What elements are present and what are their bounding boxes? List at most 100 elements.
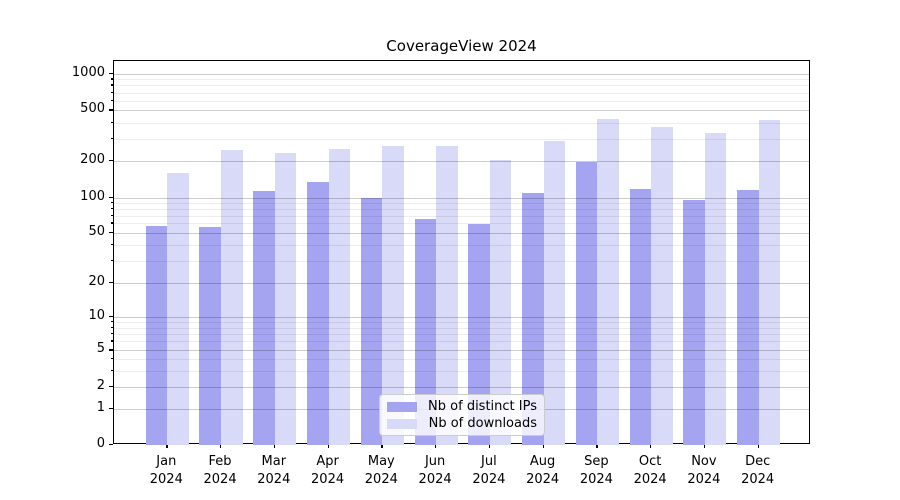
x-tick-label-apr: Apr 2024 <box>296 453 360 488</box>
bar-downloads-mar <box>274 153 297 445</box>
x-tick-month: Apr <box>316 454 339 469</box>
gridline-minor-3 <box>114 370 809 372</box>
legend-item-downloads: Nb of downloads <box>387 416 537 431</box>
plot-area <box>113 60 810 445</box>
x-tick-month: Feb <box>208 454 232 469</box>
y-tick-mark-1000 <box>109 72 113 74</box>
gridline-minor-70 <box>114 215 809 217</box>
y-tick-mark-5 <box>109 349 113 351</box>
legend-swatch-distinct-ips <box>387 401 417 412</box>
x-tick-month: Mar <box>261 454 287 469</box>
legend-swatch-downloads <box>387 418 417 429</box>
x-tick-mark-dec <box>757 444 759 448</box>
y-minor-tick-mark-80 <box>111 207 113 210</box>
bar-downloads-apr <box>328 148 351 445</box>
bar-distinct-ips-mar <box>253 191 275 445</box>
x-tick-mark-jun <box>435 444 437 448</box>
x-tick-year: 2024 <box>257 471 291 487</box>
y-minor-tick-mark-6 <box>111 340 113 342</box>
x-tick-month: May <box>367 454 395 469</box>
y-minor-tick-mark-30 <box>111 259 113 261</box>
x-tick-month: Jul <box>481 454 497 469</box>
y-tick-label-500: 500 <box>80 101 105 117</box>
y-tick-mark-0 <box>109 444 113 446</box>
y-minor-tick-mark-70 <box>111 214 113 216</box>
x-tick-mark-aug <box>542 444 544 448</box>
bar-distinct-ips-jan <box>145 226 168 445</box>
x-tick-year: 2024 <box>418 471 452 487</box>
bar-downloads-aug <box>543 140 566 445</box>
y-minor-tick-mark-300 <box>111 137 113 139</box>
gridline-minor-8 <box>114 327 809 329</box>
y-tick-mark-500 <box>109 109 113 111</box>
gridline-major-1000 <box>114 73 809 75</box>
bar-downloads-jan <box>167 172 189 445</box>
y-minor-tick-mark-9 <box>111 320 113 323</box>
x-tick-label-jun: Jun 2024 <box>403 453 467 488</box>
bar-distinct-ips-feb <box>199 226 222 445</box>
legend: Nb of distinct IPs Nb of downloads <box>379 394 545 436</box>
x-tick-mark-mar <box>273 444 276 448</box>
bar-downloads-dec <box>758 120 781 445</box>
gridline-minor-600 <box>114 100 809 102</box>
bar-distinct-ips-sep <box>575 162 598 445</box>
gridline-minor-60 <box>114 223 809 225</box>
gridline-minor-80 <box>114 208 809 210</box>
legend-label-downloads: Nb of downloads <box>428 416 537 431</box>
x-tick-label-nov: Nov 2024 <box>672 453 736 488</box>
y-tick-mark-20 <box>109 281 113 283</box>
legend-label-distinct-ips: Nb of distinct IPs <box>428 399 537 414</box>
x-tick-month: Oct <box>638 454 662 469</box>
x-tick-year: 2024 <box>633 471 667 487</box>
gridline-minor-6 <box>114 341 809 343</box>
gridline-minor-400 <box>114 122 809 124</box>
x-tick-mark-feb <box>220 444 222 448</box>
y-minor-tick-mark-90 <box>111 202 113 204</box>
y-tick-label-0: 0 <box>96 436 105 451</box>
y-tick-mark-1 <box>109 407 113 409</box>
x-tick-mark-nov <box>703 444 706 448</box>
x-tick-mark-jul <box>488 444 491 448</box>
y-tick-label-1000: 1000 <box>71 64 105 80</box>
x-tick-label-jan: Jan 2024 <box>134 453 198 488</box>
x-tick-year: 2024 <box>526 471 560 487</box>
x-tick-month: Sep <box>584 454 609 469</box>
x-tick-label-aug: Aug 2024 <box>511 453 575 488</box>
gridline-minor-9 <box>114 321 809 323</box>
y-tick-mark-2 <box>109 385 113 387</box>
bar-distinct-ips-jun <box>414 218 437 445</box>
x-tick-year: 2024 <box>741 471 775 487</box>
bar-downloads-may <box>382 145 404 445</box>
chart-title: CoverageView 2024 <box>386 37 537 55</box>
x-tick-label-jul: Jul 2024 <box>457 453 521 488</box>
bar-downloads-feb <box>221 149 243 445</box>
x-tick-month: Nov <box>691 454 717 469</box>
x-tick-year: 2024 <box>364 471 398 487</box>
x-tick-mark-oct <box>650 444 652 448</box>
bar-downloads-jul <box>489 159 512 445</box>
y-tick-mark-10 <box>109 315 113 317</box>
x-tick-label-dec: Dec 2024 <box>726 453 790 488</box>
y-minor-tick-mark-60 <box>111 222 113 224</box>
gridline-major-10 <box>114 316 809 318</box>
gridline-major-50 <box>114 232 809 234</box>
y-minor-tick-mark-400 <box>111 121 113 123</box>
gridline-major-200 <box>114 161 809 162</box>
x-tick-year: 2024 <box>472 471 506 487</box>
x-tick-label-feb: Feb 2024 <box>188 453 252 488</box>
x-tick-mark-apr <box>327 444 329 448</box>
y-tick-label-50: 50 <box>88 223 105 239</box>
bar-distinct-ips-apr <box>306 181 329 445</box>
bar-distinct-ips-oct <box>629 189 652 445</box>
y-tick-mark-50 <box>109 231 113 233</box>
bar-distinct-ips-may <box>360 197 383 445</box>
x-tick-label-sep: Sep 2024 <box>564 453 628 488</box>
gridline-major-5 <box>114 350 809 352</box>
gridline-minor-800 <box>114 85 809 87</box>
x-tick-month: Jan <box>156 454 177 469</box>
y-minor-tick-mark-3 <box>111 369 113 371</box>
y-tick-label-2: 2 <box>96 377 105 393</box>
bar-downloads-jun <box>436 145 458 445</box>
bar-downloads-sep <box>597 119 619 445</box>
x-tick-year: 2024 <box>579 471 613 487</box>
